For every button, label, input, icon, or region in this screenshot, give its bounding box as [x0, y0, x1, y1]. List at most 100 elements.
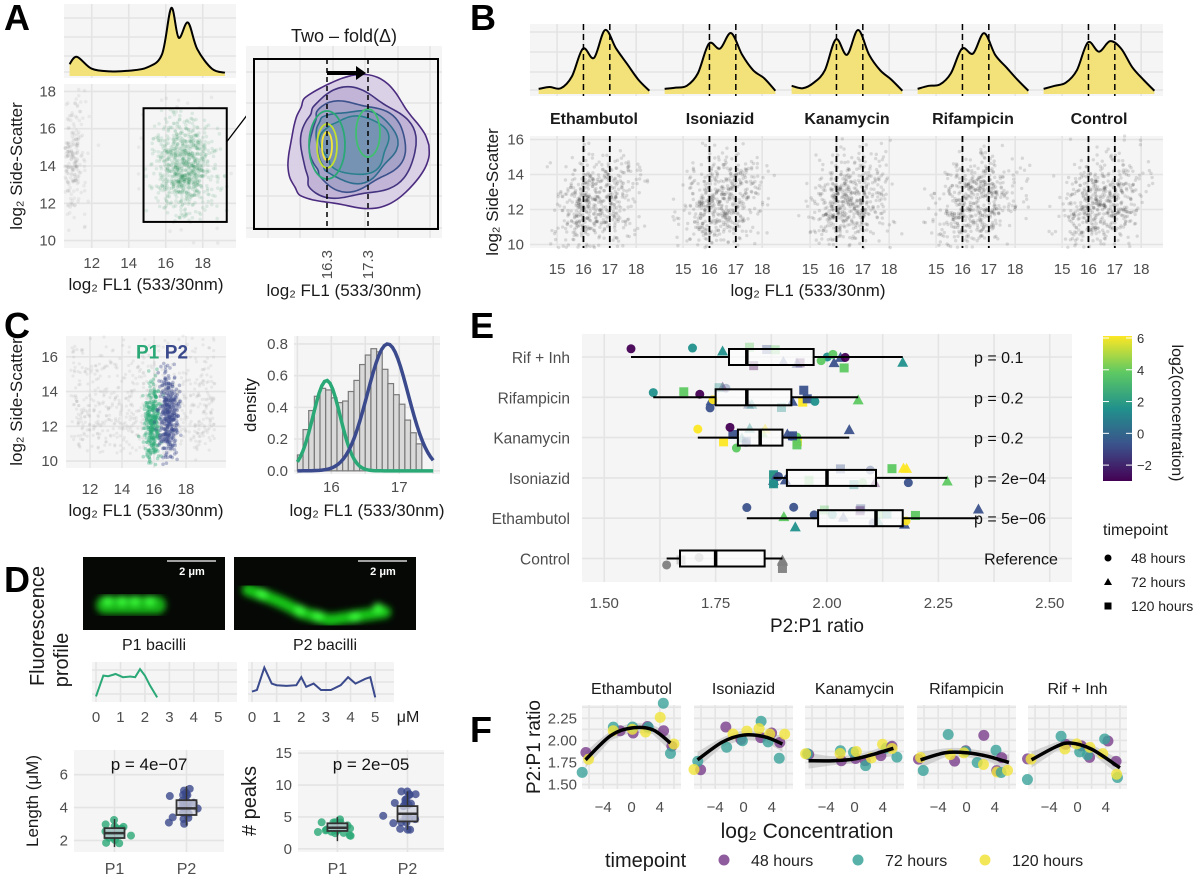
scatter-point: [1094, 199, 1098, 203]
scatter-point: [193, 186, 197, 190]
scatter-point: [82, 189, 87, 193]
scatter-point: [199, 163, 204, 168]
scatter-point: [164, 168, 168, 172]
scatter-point: [198, 168, 202, 172]
scatter-point-background: [203, 397, 207, 401]
scatter-point-background: [80, 349, 84, 353]
scatter-point: [573, 188, 578, 193]
scatter-point-background: [140, 375, 144, 379]
scatter-point: [173, 153, 178, 157]
scatter-point-background: [205, 380, 209, 385]
scatter-point-background: [83, 369, 87, 374]
scatter-point: [183, 178, 187, 182]
scatter-point: [1126, 169, 1130, 173]
scatter-point-background: [92, 408, 96, 413]
scatter-point: [194, 164, 199, 168]
scatter-point: [191, 163, 196, 168]
scatter-point: [579, 214, 583, 218]
scatter-point: [65, 153, 70, 158]
scatter-point: [175, 124, 179, 129]
scatter-point: [187, 166, 192, 171]
scatter-point: [585, 163, 590, 167]
scatter-point: [1068, 137, 1073, 141]
scatter-point: [938, 222, 942, 226]
scatter-point: [1106, 173, 1110, 177]
scatter-point: [730, 157, 734, 161]
scatter-point-background: [132, 382, 136, 386]
scatter-point: [950, 183, 955, 188]
scatter-point: [67, 145, 72, 149]
scatter-point: [1053, 229, 1058, 234]
scatter-point: [614, 166, 619, 170]
scatter-point: [69, 171, 74, 176]
scatter-point: [187, 211, 192, 216]
scatter-point: [148, 184, 152, 188]
scatter-point: [71, 121, 76, 126]
scatter-point: [845, 199, 850, 203]
scatter-point: [553, 237, 558, 242]
scatter-point: [819, 225, 823, 229]
scatter-point: [178, 215, 182, 220]
scatter-point-background: [198, 402, 202, 406]
scatter-point: [81, 116, 85, 120]
scatter-point-p1: [145, 402, 149, 407]
scatter-point: [214, 148, 219, 152]
x-tick-label: 16.3: [319, 250, 336, 279]
scatter-point: [75, 164, 79, 169]
scatter-point: [982, 188, 987, 192]
scatter-point: [1058, 195, 1062, 200]
scatter-point: [200, 168, 204, 173]
scatter-point: [188, 192, 192, 197]
scatter-point: [708, 182, 713, 186]
scatter-point: [823, 200, 828, 205]
scatter-point: [71, 178, 75, 183]
scatter-point: [69, 192, 74, 197]
scatter-point: [206, 192, 210, 196]
scatter-point: [738, 170, 743, 175]
scatter-point-background: [93, 388, 97, 392]
scatter-point-background: [84, 396, 89, 400]
scatter-point: [186, 202, 191, 206]
scatter-point-background: [194, 360, 199, 364]
scatter-point: [190, 111, 195, 116]
scatter-point-p1: [153, 399, 158, 404]
x-tick-label: 15: [1054, 261, 1071, 278]
scatter-point: [72, 161, 76, 166]
scatter-point: [566, 209, 570, 213]
scatter-point: [569, 219, 574, 223]
scatter-point: [874, 156, 878, 161]
scatter-point: [687, 211, 692, 215]
scatter-point: [1112, 242, 1117, 246]
scatter-point: [64, 155, 68, 159]
scatter-point: [79, 190, 84, 195]
scatter-point-background: [207, 402, 211, 406]
scatter-point: [165, 170, 169, 175]
scatter-point-background: [71, 437, 76, 442]
scatter-point-background: [96, 413, 100, 417]
scatter-point: [158, 155, 163, 160]
scatter-point: [1093, 213, 1097, 217]
scatter-point: [1117, 184, 1121, 188]
scatter-point: [172, 169, 176, 174]
scatter-point: [569, 185, 573, 190]
scatter-point: [728, 187, 733, 192]
scatter-point: [169, 154, 174, 158]
scatter-point: [193, 160, 197, 165]
scatter-point: [742, 173, 747, 178]
scatter-point: [175, 153, 180, 158]
scatter-point: [858, 144, 862, 149]
density-line: [68, 6, 226, 74]
scatter-point: [827, 214, 831, 219]
x-tick-label: 12: [83, 255, 100, 272]
scatter-point: [179, 177, 183, 181]
scatter-point: [64, 151, 69, 156]
scatter-point: [874, 167, 879, 172]
scatter-point: [1117, 181, 1122, 185]
scatter-point: [1077, 188, 1081, 192]
scatter-point: [186, 185, 191, 190]
scatter-point: [73, 133, 77, 137]
scatter-point: [69, 118, 73, 123]
scatter-point-background: [70, 434, 74, 438]
scatter-point: [821, 213, 826, 217]
scatter-point: [879, 211, 883, 216]
